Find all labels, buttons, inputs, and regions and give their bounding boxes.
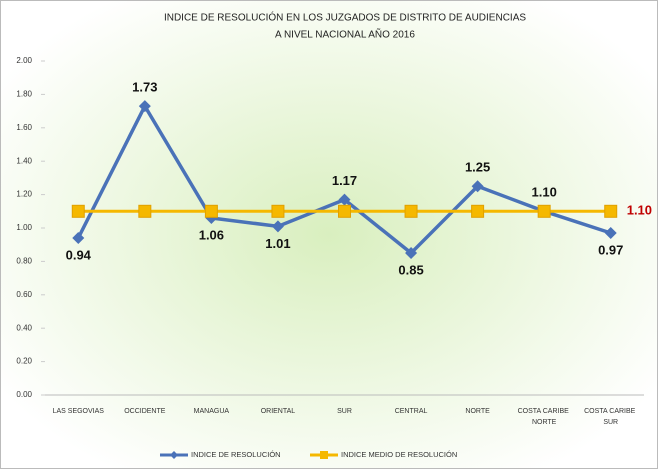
data-label: 0.97 <box>598 242 623 257</box>
data-label: 1.25 <box>465 160 490 175</box>
legend-label: INDICE MEDIO DE RESOLUCIÓN <box>341 450 457 459</box>
marker <box>72 232 85 245</box>
marker <box>471 180 484 193</box>
y-tick-label: 1.80 <box>16 90 32 99</box>
marker <box>271 204 285 218</box>
marker <box>405 247 418 260</box>
marker <box>537 204 551 218</box>
legend-label: INDICE DE RESOLUCIÓN <box>191 450 281 459</box>
y-tick-label: 0.80 <box>16 257 32 266</box>
legend-marker <box>320 451 328 459</box>
data-label: 0.85 <box>398 262 423 277</box>
x-tick-label: NORTE <box>465 408 490 415</box>
marker <box>138 100 151 113</box>
data-label: 1.73 <box>132 80 157 95</box>
marker <box>471 204 485 218</box>
data-label: 1.01 <box>265 236 290 251</box>
marker <box>338 193 351 206</box>
data-label: 1.10 <box>627 203 652 218</box>
x-tick-label: CENTRAL <box>395 408 428 415</box>
marker <box>271 220 284 233</box>
y-tick-label: 1.00 <box>16 223 32 232</box>
data-label: 1.10 <box>532 185 557 200</box>
x-tick-label: ORIENTAL <box>261 408 296 415</box>
y-tick-label: 1.40 <box>16 156 32 165</box>
data-label: 1.06 <box>199 227 224 242</box>
marker <box>604 227 617 240</box>
marker <box>404 204 418 218</box>
marker <box>204 204 218 218</box>
y-tick-label: 0.20 <box>16 357 32 366</box>
marker <box>71 204 85 218</box>
marker <box>138 204 152 218</box>
marker <box>604 204 618 218</box>
y-tick-label: 0.00 <box>16 390 32 399</box>
chart-title: A NIVEL NACIONAL AÑO 2016 <box>275 28 415 41</box>
data-label: 1.17 <box>332 173 357 188</box>
x-tick-label: MANAGUA <box>194 408 230 415</box>
y-tick-label: 0.60 <box>16 290 32 299</box>
x-tick-label: LAS SEGOVIAS <box>53 408 105 415</box>
x-tick-label-line: COSTA CARIBE <box>518 408 571 415</box>
marker <box>338 204 351 218</box>
x-tick-label-line: COSTA CARIBE <box>584 408 637 415</box>
x-tick-label: COSTA CARIBE SUR <box>584 408 637 426</box>
legend-marker <box>170 451 178 459</box>
y-tick-label: 1.60 <box>16 123 32 132</box>
y-tick-label: 2.00 <box>16 56 32 65</box>
x-tick-label-line: SUR <box>603 419 618 426</box>
y-tick-label: 1.20 <box>16 190 32 199</box>
y-tick-label: 0.40 <box>16 323 32 332</box>
x-tick-label: SUR <box>337 408 352 415</box>
x-tick-label: OCCIDENTE <box>124 408 166 415</box>
x-tick-label-line: NORTE <box>532 419 557 426</box>
data-label: 0.94 <box>66 247 92 262</box>
x-tick-label: COSTA CARIBE NORTE <box>518 408 571 426</box>
chart-title: INDICE DE RESOLUCIÓN EN LOS JUZGADOS DE … <box>164 11 526 24</box>
